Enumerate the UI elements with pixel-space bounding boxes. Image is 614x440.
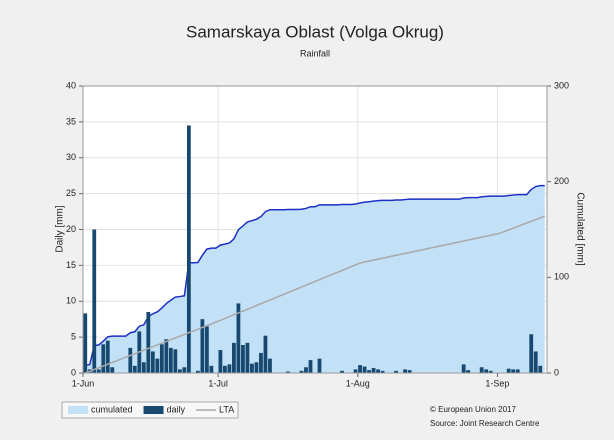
bar xyxy=(245,342,250,373)
bar xyxy=(209,365,214,373)
y-tick-label: 15 xyxy=(66,260,76,270)
y2-tick-label: 100 xyxy=(554,272,569,282)
bar xyxy=(308,360,313,373)
y-tick-label: 5 xyxy=(71,332,76,342)
x-tick-label: 1-Jun xyxy=(72,378,95,388)
bar xyxy=(164,339,169,373)
bar xyxy=(506,368,511,373)
bar xyxy=(200,319,205,373)
bar xyxy=(92,229,97,373)
bar xyxy=(83,313,88,373)
legend-label: daily xyxy=(167,404,186,414)
chart-subtitle: Rainfall xyxy=(300,48,330,58)
y-axis-label: Daily [mm] xyxy=(55,205,66,252)
bar xyxy=(394,370,398,373)
bar xyxy=(186,125,191,374)
bar xyxy=(484,369,489,373)
bar xyxy=(223,365,227,373)
bar xyxy=(353,369,358,373)
bar xyxy=(259,352,263,373)
y-tick-label: 40 xyxy=(66,80,76,90)
bar xyxy=(488,370,493,373)
bar xyxy=(132,365,137,373)
footer-copyright: © European Union 2017 xyxy=(430,405,517,414)
bar xyxy=(317,358,322,373)
bar xyxy=(204,326,209,373)
bar xyxy=(371,367,376,373)
bar xyxy=(254,362,259,373)
x-tick-label: 1-Sep xyxy=(485,378,509,388)
bar xyxy=(362,366,367,373)
y-tick-label: 0 xyxy=(71,367,76,377)
bar xyxy=(538,365,543,373)
bar xyxy=(173,349,178,373)
bar xyxy=(146,312,151,373)
y-tick-label: 20 xyxy=(66,224,76,234)
bar xyxy=(263,335,268,373)
lta-line xyxy=(84,215,546,374)
y2-tick-label: 300 xyxy=(554,80,569,90)
y2-tick-label: 0 xyxy=(554,367,559,377)
y-tick-label: 25 xyxy=(66,188,76,198)
bar xyxy=(195,370,200,373)
bar xyxy=(128,347,133,373)
bar xyxy=(461,364,466,373)
plot-frame xyxy=(82,85,548,374)
bar xyxy=(479,367,484,373)
bar xyxy=(177,369,182,373)
bar xyxy=(159,344,164,373)
y-tick-label: 10 xyxy=(66,296,76,306)
bar xyxy=(340,370,344,373)
bar xyxy=(299,370,304,373)
legend-label: LTA xyxy=(219,404,234,414)
footer-source: Source: Joint Research Centre xyxy=(430,419,540,428)
bar xyxy=(376,369,380,373)
bar xyxy=(218,350,223,373)
y2-tick-label: 200 xyxy=(554,176,569,186)
bar xyxy=(529,334,534,373)
bar xyxy=(150,351,155,373)
bar xyxy=(110,367,115,373)
legend-swatch xyxy=(68,406,88,414)
x-tick-label: 1-Jul xyxy=(208,378,228,388)
bar xyxy=(241,345,245,373)
bar xyxy=(155,358,160,373)
bar xyxy=(182,367,187,373)
y2-axis-label: Cumulated [mm] xyxy=(574,192,585,266)
bar xyxy=(466,370,471,373)
bar xyxy=(286,371,290,373)
legend-swatch xyxy=(143,406,164,414)
bar xyxy=(141,362,146,373)
bar xyxy=(105,340,110,373)
bar xyxy=(268,358,272,373)
bar xyxy=(232,342,236,373)
bar xyxy=(96,369,101,373)
x-tick-label: 1-Aug xyxy=(346,378,370,388)
bar xyxy=(304,367,308,373)
bar xyxy=(367,370,371,373)
bar xyxy=(407,370,412,373)
cumulated-line xyxy=(85,184,545,366)
bar xyxy=(515,369,520,373)
bar xyxy=(236,303,241,373)
bar xyxy=(511,369,516,373)
legend-label: cumulated xyxy=(91,404,133,414)
bar xyxy=(250,363,254,373)
bar xyxy=(403,369,407,373)
bar xyxy=(168,347,173,373)
chart-title: Samarskaya Oblast (Volga Okrug) xyxy=(186,22,444,41)
bar xyxy=(358,365,362,373)
bar xyxy=(533,351,538,373)
y-tick-label: 35 xyxy=(66,116,76,126)
cumulated-area xyxy=(85,185,545,373)
bar xyxy=(380,370,385,373)
bar xyxy=(101,344,106,373)
bar xyxy=(227,364,232,373)
y-tick-label: 30 xyxy=(66,152,76,162)
